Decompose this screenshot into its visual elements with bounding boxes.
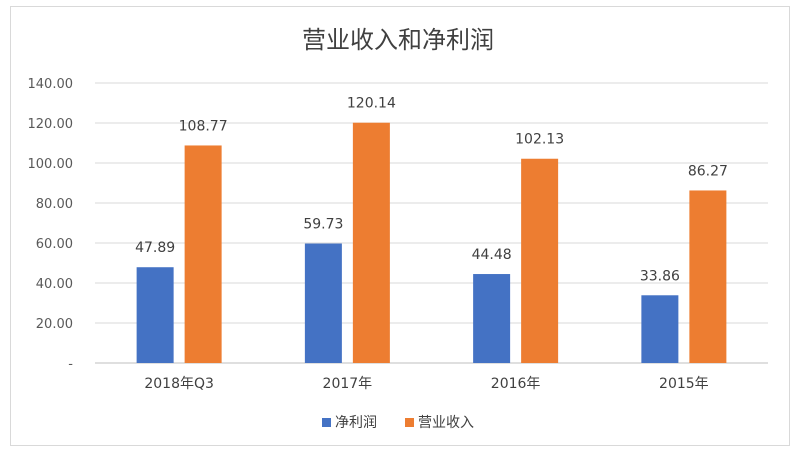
data-label: 44.48 xyxy=(472,247,512,263)
bar xyxy=(521,158,559,363)
x-tick-label: 2018年Q3 xyxy=(144,376,214,392)
bar xyxy=(136,267,174,363)
x-tick-label: 2016年 xyxy=(491,376,541,392)
y-axis: - 20.00 40.00 60.00 80.00 100.00 120.00 140.00 xyxy=(28,77,74,372)
y-tick-label: 80.00 xyxy=(36,197,73,212)
bar xyxy=(352,122,390,363)
bar xyxy=(304,243,342,363)
data-label: 86.27 xyxy=(688,163,728,179)
legend-swatch xyxy=(405,418,414,427)
y-tick-label: 40.00 xyxy=(36,277,73,292)
y-tick-label: 140.00 xyxy=(28,77,74,92)
bar xyxy=(184,145,222,363)
y-tick-label: 120.00 xyxy=(28,117,74,132)
legend-entry: 营业收入 xyxy=(418,415,474,431)
y-tick-label: 100.00 xyxy=(28,157,74,172)
y-tick-label: 20.00 xyxy=(36,317,73,332)
bars: 47.89 108.77 59.73 120.14 44.48 102.13 33.86 86… xyxy=(135,96,728,363)
data-label: 108.77 xyxy=(179,118,228,134)
chart-title: 营业收入和净利润 xyxy=(302,26,494,54)
y-tick-label: - xyxy=(68,357,73,372)
y-tick-label: 60.00 xyxy=(36,237,73,252)
data-label: 59.73 xyxy=(303,217,343,233)
x-tick-label: 2017年 xyxy=(323,376,373,392)
x-axis: 2018年Q3 2017年 2016年 2015年 xyxy=(144,376,708,392)
chart-frame xyxy=(10,6,790,446)
legend-entry: 净利润 xyxy=(335,415,377,431)
bar xyxy=(641,295,679,363)
data-label: 120.14 xyxy=(347,96,396,112)
x-tick-label: 2015年 xyxy=(659,376,709,392)
data-label: 102.13 xyxy=(515,132,564,148)
legend: 净利润 营业收入 xyxy=(322,415,474,431)
bar xyxy=(689,190,727,363)
legend-swatch xyxy=(322,418,331,427)
data-label: 47.89 xyxy=(135,240,175,256)
data-label: 33.86 xyxy=(640,268,680,284)
bar xyxy=(473,274,511,363)
